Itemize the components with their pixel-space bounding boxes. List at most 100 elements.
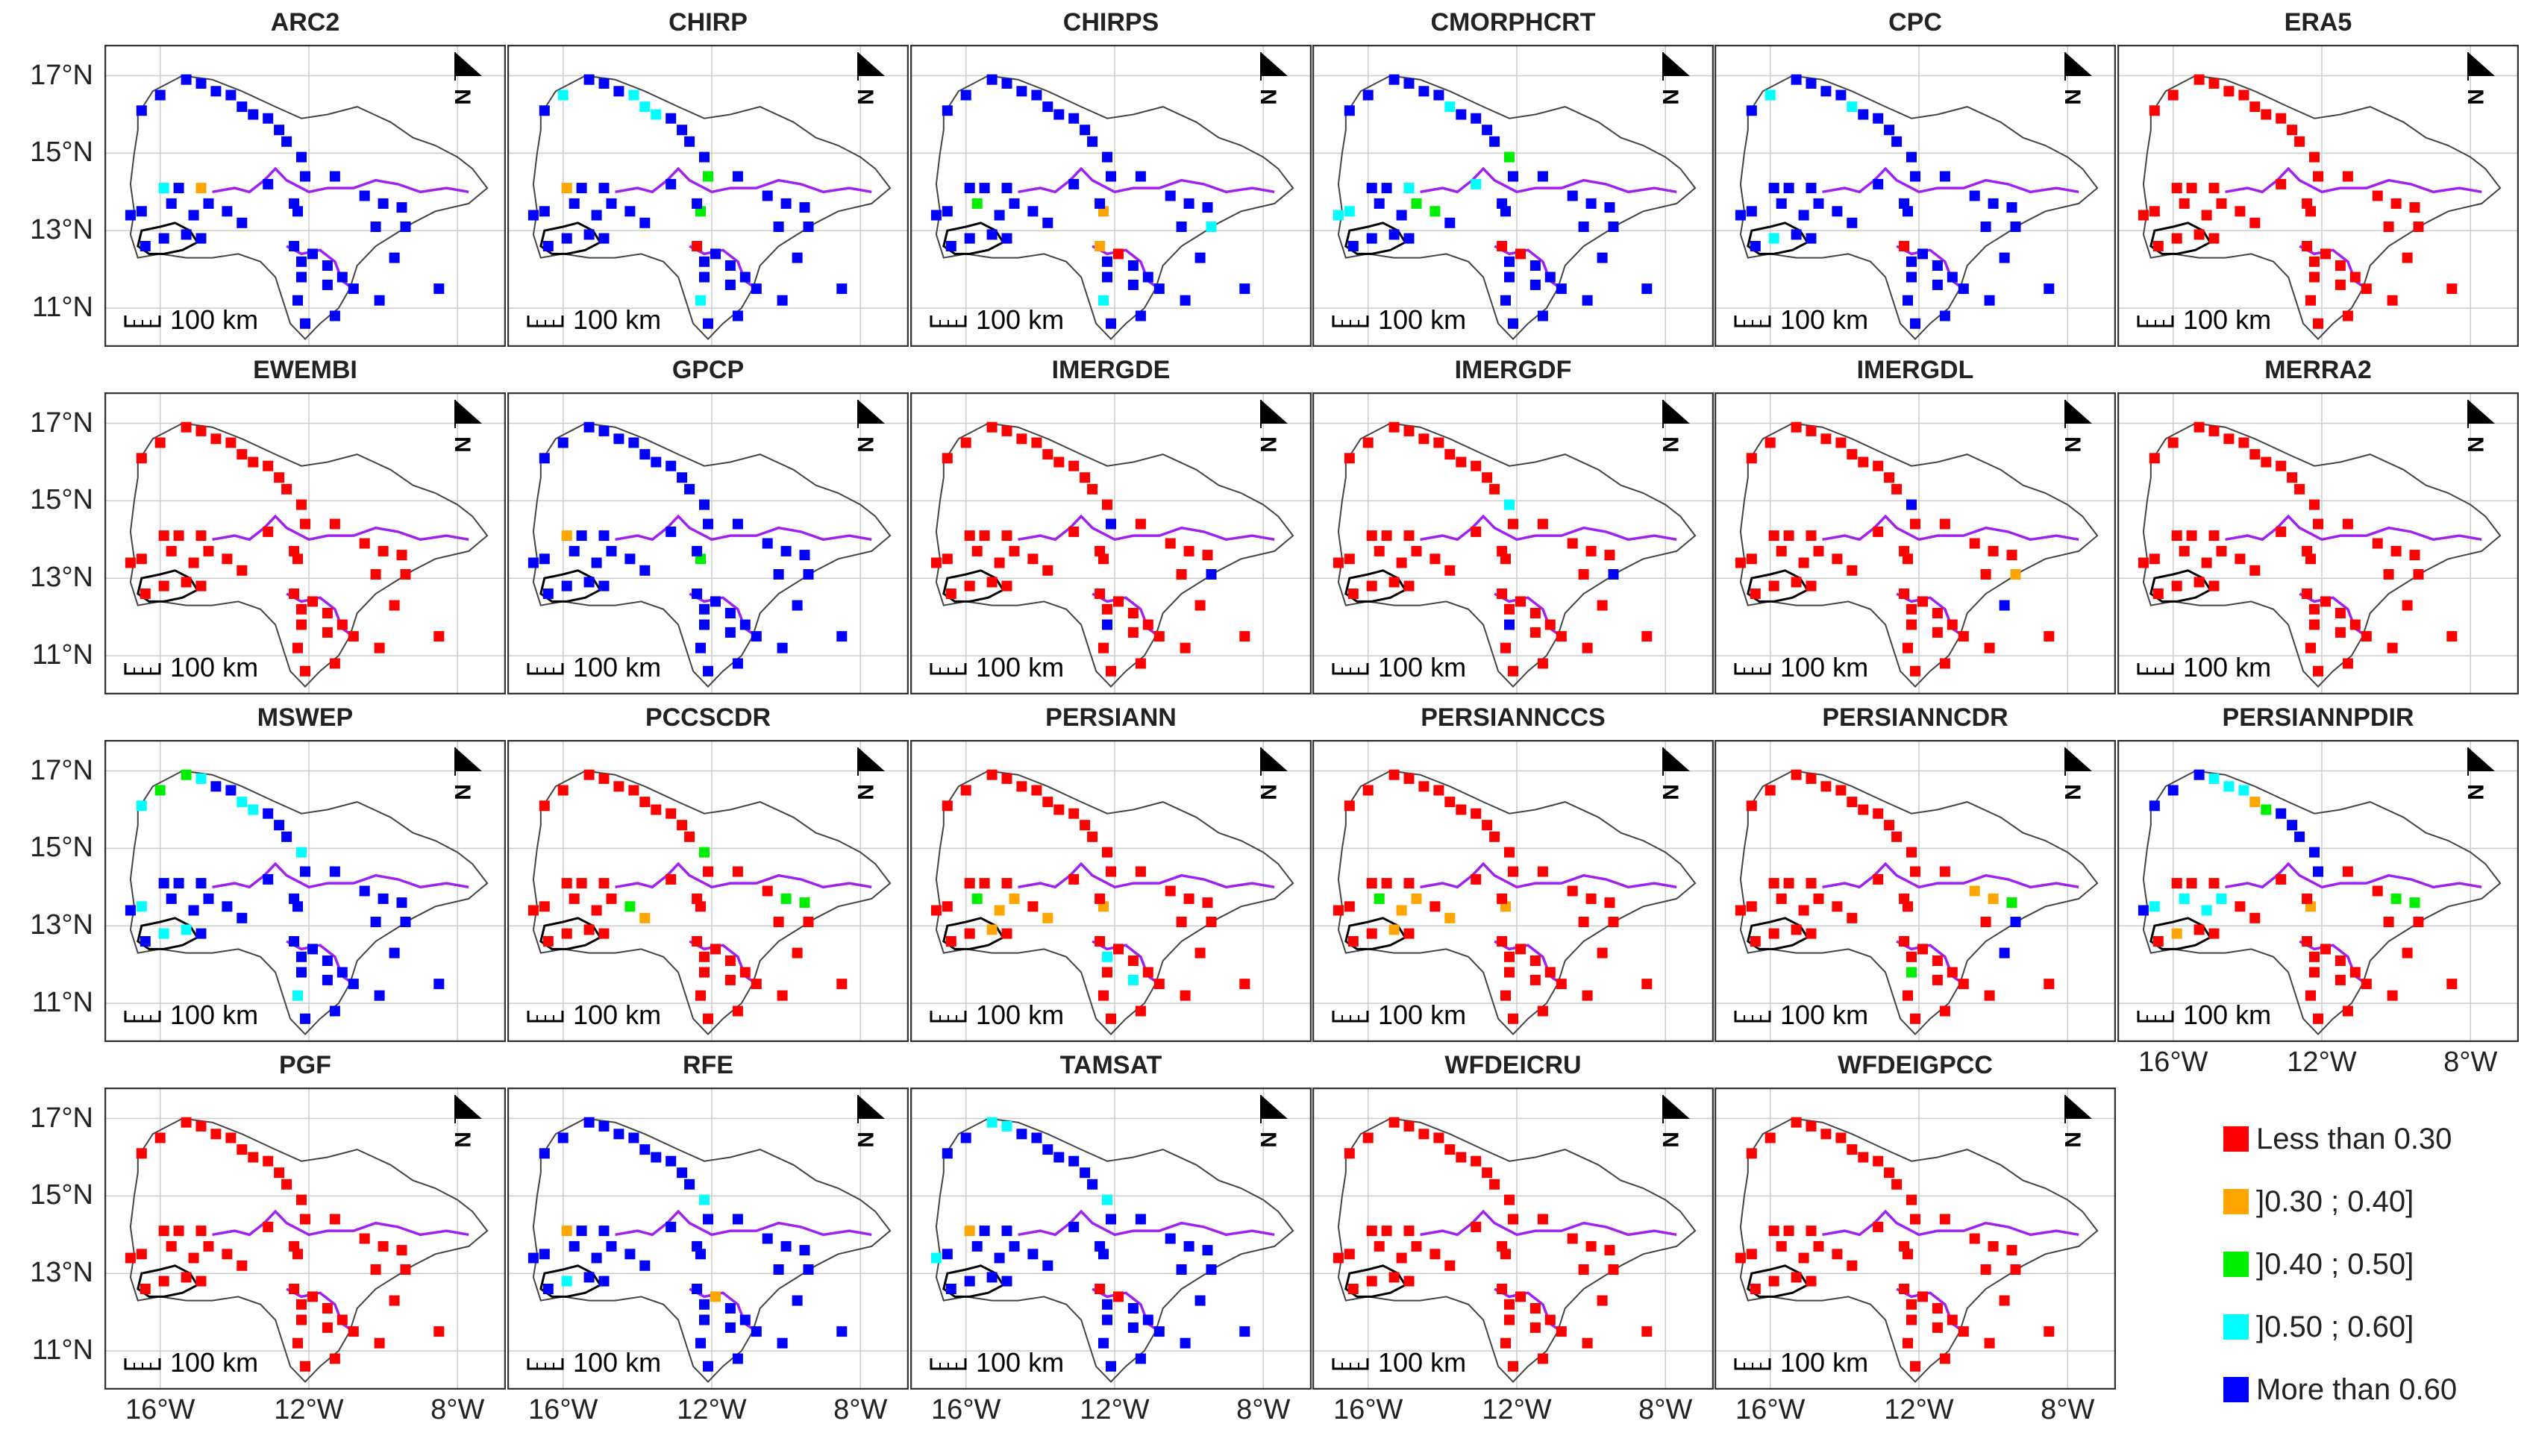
station-marker — [2006, 550, 2017, 561]
station-marker — [2302, 936, 2313, 947]
station-marker — [1984, 1337, 1995, 1349]
station-marker — [2010, 1264, 2021, 1275]
station-marker — [2342, 1005, 2353, 1017]
scale-bar: 100 km — [930, 1000, 1064, 1030]
station-marker — [1764, 437, 1776, 448]
sub-basin-outline — [539, 917, 602, 950]
station-marker — [300, 1214, 310, 1225]
sub-basin-outline — [137, 222, 199, 255]
panel-title: ARC2 — [270, 8, 340, 37]
station-marker — [1597, 1295, 1608, 1306]
panel-border — [910, 45, 1312, 347]
station-marker — [792, 947, 803, 958]
station-marker — [2309, 272, 2320, 283]
station-marker — [248, 456, 259, 468]
station-marker — [2208, 580, 2220, 592]
station-marker — [1095, 1284, 1106, 1294]
station-marker — [300, 1013, 310, 1024]
station-marker — [1504, 1314, 1515, 1325]
station-marker — [136, 553, 147, 565]
station-marker — [2349, 967, 2361, 978]
station-marker — [1333, 210, 1344, 221]
station-marker — [598, 1275, 610, 1287]
panel-border — [104, 392, 506, 694]
station-marker — [994, 210, 1005, 221]
station-marker — [1113, 248, 1124, 260]
station-marker — [1906, 951, 1917, 962]
station-marker — [2010, 569, 2021, 580]
station-marker — [1847, 101, 1858, 113]
north-arrow-icon: N — [1658, 400, 1690, 453]
station-marker — [539, 1148, 550, 1159]
station-marker — [710, 596, 721, 607]
station-marker — [237, 1260, 248, 1271]
station-marker — [2276, 808, 2287, 819]
scale-label: 100 km — [170, 304, 258, 335]
sub-basin-outline — [942, 569, 1005, 603]
station-marker — [1403, 233, 1415, 244]
station-marker — [289, 545, 300, 556]
north-arrow-icon: N — [2463, 52, 2495, 105]
station-marker — [2149, 901, 2160, 912]
station-marker — [2006, 202, 2017, 213]
map-frame: N 100 km — [910, 740, 1312, 1042]
station-marker — [1884, 472, 1895, 483]
station-marker — [2201, 210, 2212, 221]
station-marker — [2342, 310, 2353, 321]
station-marker — [1344, 1249, 1355, 1260]
station-marker — [1980, 917, 1991, 927]
station-marker — [2349, 619, 2361, 630]
station-marker — [2302, 241, 2313, 251]
station-marker — [751, 1326, 762, 1337]
station-marker — [598, 425, 610, 436]
station-marker — [2349, 272, 2361, 283]
panel-title: IMERGDL — [1856, 356, 1974, 384]
station-marker — [154, 90, 166, 101]
station-marker — [639, 1144, 651, 1155]
station-marker — [583, 577, 595, 588]
station-marker — [1597, 947, 1608, 958]
station-marker — [606, 198, 617, 209]
station-marker — [1444, 565, 1456, 576]
station-marker — [2335, 974, 2346, 985]
x-tick-label: 16°W — [125, 1394, 195, 1425]
map-frame: N 100 km — [910, 1088, 1312, 1390]
station-marker — [979, 878, 990, 889]
river-line — [1494, 245, 1562, 290]
station-marker — [248, 109, 259, 120]
station-marker — [1567, 1233, 1578, 1244]
station-marker — [1820, 433, 1832, 445]
station-marker — [1482, 472, 1493, 483]
station-marker — [945, 936, 956, 947]
x-tick-label: 16°W — [931, 1394, 1001, 1425]
north-label: N — [2060, 784, 2085, 800]
station-marker — [378, 1240, 389, 1252]
station-marker — [222, 206, 233, 217]
station-marker — [836, 283, 848, 295]
river-line — [689, 592, 757, 638]
station-marker — [628, 90, 639, 101]
station-marker — [136, 105, 147, 116]
station-marker — [158, 233, 169, 244]
station-marker — [1489, 136, 1500, 147]
panel-border — [910, 740, 1312, 1042]
sub-basin-outline — [942, 222, 1005, 255]
station-marker — [732, 658, 743, 669]
station-marker — [703, 518, 713, 530]
x-tick-label: 12°W — [1080, 1394, 1150, 1425]
station-marker — [1344, 553, 1355, 565]
station-marker — [300, 518, 310, 530]
y-tick-label: 13°N — [30, 214, 93, 246]
panel-title: WFDEIGPCC — [1838, 1051, 1993, 1079]
station-marker — [1027, 206, 1039, 217]
station-marker — [1016, 1129, 1027, 1140]
station-marker — [225, 437, 237, 448]
station-marker — [1497, 241, 1508, 251]
station-marker — [964, 530, 975, 542]
station-marker — [1903, 990, 1913, 1001]
station-marker — [400, 1264, 411, 1275]
sub-basin-outline — [1747, 917, 1809, 950]
station-marker — [542, 936, 554, 947]
station-marker — [1471, 178, 1482, 189]
station-marker — [2313, 665, 2323, 677]
